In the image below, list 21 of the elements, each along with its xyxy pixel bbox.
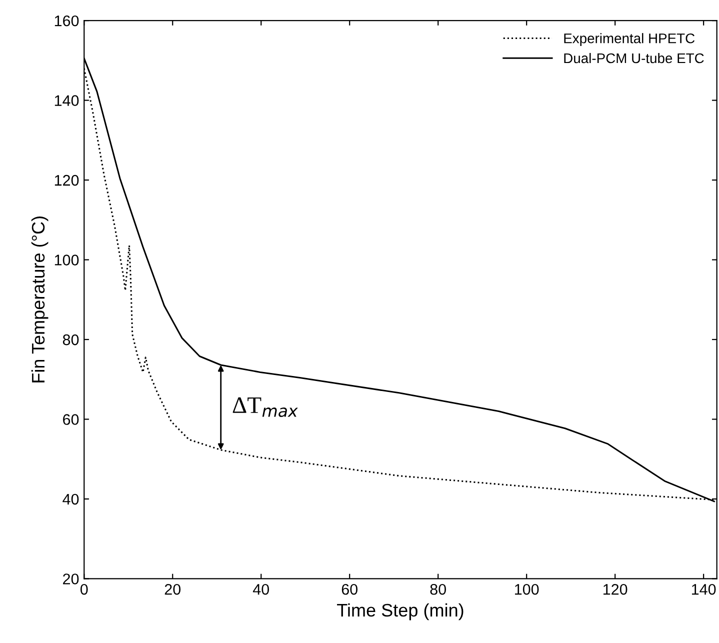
y-tick-label: 140 xyxy=(54,95,79,106)
x-tick-label: 0 xyxy=(80,584,88,595)
x-tick-label: 20 xyxy=(164,584,181,595)
x-tick-label: 80 xyxy=(430,584,446,595)
y-tick-label: 60 xyxy=(63,414,79,425)
x-tick-label: 120 xyxy=(604,584,628,595)
x-tick-label: 60 xyxy=(342,584,358,595)
y-tick-label: 120 xyxy=(54,174,79,186)
x-tick-label: 100 xyxy=(515,584,539,595)
legend-label: Experimental HPETC xyxy=(564,33,695,46)
annotation: ΔT$_{max}$ xyxy=(232,397,298,418)
y-tick-label: 40 xyxy=(62,494,79,505)
y-axis-title: Fin Temperature (°C) xyxy=(31,216,48,382)
x-tick-label: 40 xyxy=(252,584,270,595)
y-tick-label: 160 xyxy=(54,15,79,26)
y-tick-label: 80 xyxy=(62,334,79,346)
x-tick-label: 140 xyxy=(692,584,716,595)
legend-label: Dual-PCM U-tube ETC xyxy=(564,52,704,64)
y-tick-label: 100 xyxy=(54,254,79,266)
x-axis-title: Time Step (min) xyxy=(337,603,464,620)
y-tick-label: 20 xyxy=(63,574,79,584)
